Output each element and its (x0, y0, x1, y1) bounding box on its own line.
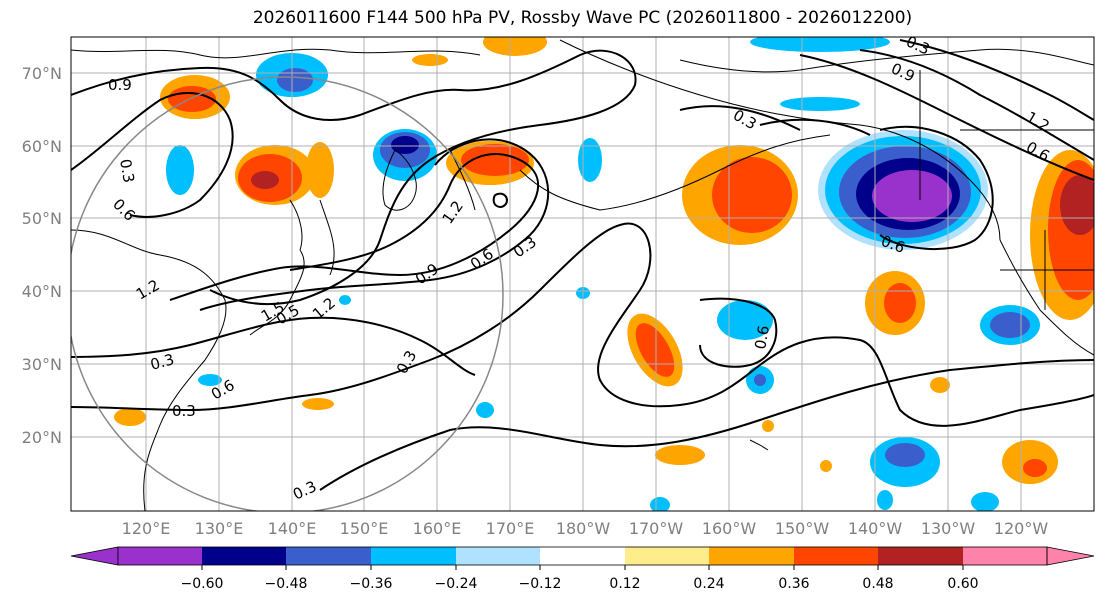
map-title: 2026011600 F144 500 hPa PV, Rossby Wave … (252, 8, 913, 28)
lon-label-170w: 170°W (629, 519, 684, 538)
colorbar-tick-label: −0.60 (181, 576, 224, 592)
lon-label-120e: 120°E (122, 519, 171, 538)
latitude-labels: 70°N 60°N 50°N 40°N 30°N 20°N (22, 64, 62, 447)
colorbar-extend-max (1046, 546, 1095, 566)
colorbar: −0.60 −0.48 −0.36 −0.24 −0.12 0.12 0.24 … (70, 546, 1095, 592)
map-frame (70, 36, 1095, 512)
colorbar-swatch (202, 547, 286, 565)
lon-label-180w: 180°W (556, 519, 611, 538)
colorbar-outline (117, 546, 1048, 566)
lat-label-40n: 40°N (22, 282, 62, 301)
colorbar-tick-label: −0.48 (265, 576, 308, 592)
lon-label-130w: 130°W (921, 519, 976, 538)
pv-contours (71, 39, 1094, 491)
lon-label-150e: 150°E (340, 519, 389, 538)
colorbar-tick-label: 0.48 (862, 576, 893, 592)
colorbar-tick-label: −0.12 (519, 576, 562, 592)
lat-label-70n: 70°N (22, 64, 62, 83)
colorbar-swatch (709, 547, 794, 565)
colorbar-swatch (963, 547, 1047, 565)
colorbar-tick-label: 0.24 (693, 576, 724, 592)
lon-label-140e: 140°E (268, 519, 317, 538)
colorbar-swatch (118, 547, 202, 565)
lon-label-150w: 150°W (775, 519, 830, 538)
contour-label: 0.3 (116, 158, 138, 185)
lon-label-130e: 130°E (195, 519, 244, 538)
lon-label-170e: 170°E (486, 519, 535, 538)
colorbar-swatch (286, 547, 371, 565)
contour-label: 0.3 (148, 350, 176, 374)
colorbar-tick-label: −0.36 (350, 576, 393, 592)
contour-label: 0.9 (108, 76, 132, 94)
colorbar-swatch (878, 547, 963, 565)
colorbar-swatch (371, 547, 456, 565)
region-circle (71, 76, 504, 511)
colorbar-swatch (456, 547, 540, 565)
lon-label-120w: 120°W (994, 519, 1049, 538)
lon-label-160e: 160°E (413, 519, 462, 538)
colorbar-tick-label: 0.12 (609, 576, 640, 592)
lat-label-60n: 60°N (22, 137, 62, 156)
lon-label-160w: 160°W (702, 519, 757, 538)
lat-label-30n: 30°N (22, 355, 62, 374)
colorbar-swatch (794, 547, 878, 565)
lon-label-140w: 140°W (848, 519, 903, 538)
colorbar-tick-label: 0.36 (778, 576, 809, 592)
colorbar-tick-label: 0.60 (947, 576, 978, 592)
colorbar-tick-label: −0.24 (435, 576, 478, 592)
pv-anomaly-shading (114, 37, 1094, 511)
colorbar-extend-min (70, 546, 119, 566)
lat-label-50n: 50°N (22, 209, 62, 228)
contour-label: 0.6 (751, 324, 773, 351)
longitude-labels: 120°E 130°E 140°E 150°E 160°E 170°E 180°… (122, 519, 1049, 538)
contour-label: 0.3 (172, 402, 196, 420)
colorbar-swatch (540, 547, 625, 565)
lat-label-20n: 20°N (22, 428, 62, 447)
colorbar-swatch (625, 547, 709, 565)
